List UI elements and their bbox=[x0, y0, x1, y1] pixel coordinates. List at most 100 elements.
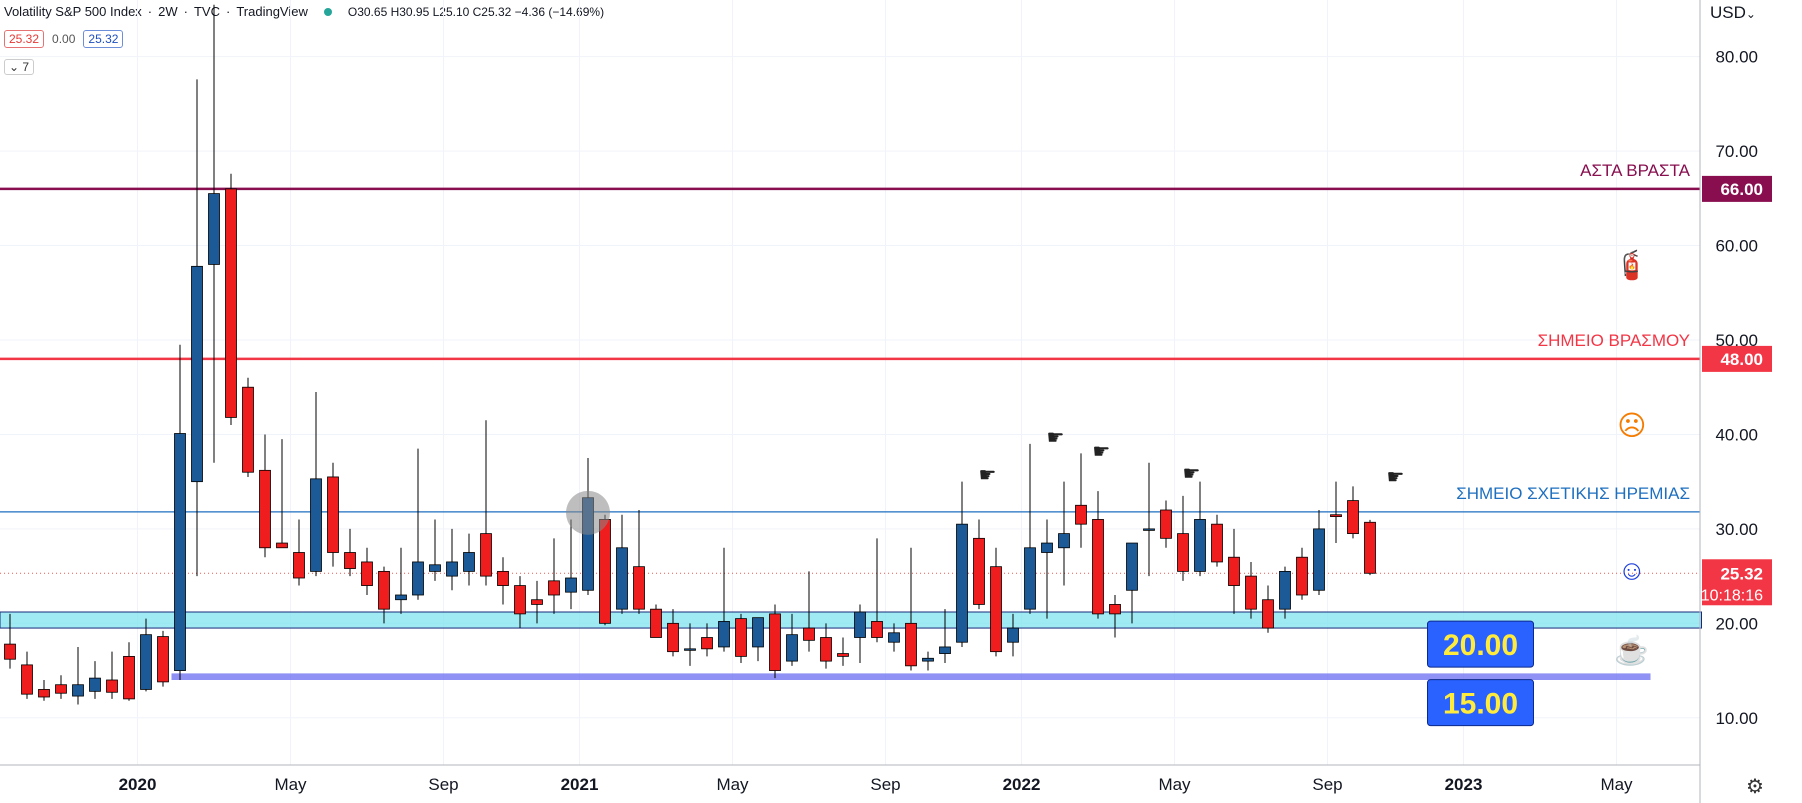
markers-layer: ☛ ☛ ☛ ☛ ☛ 🧯 ☹ ☺ ☕ 20.00 15.00 bbox=[566, 248, 1649, 727]
candle-body bbox=[412, 561, 424, 596]
candle bbox=[1279, 566, 1291, 619]
price-tick-label: 20.00 bbox=[1715, 614, 1758, 633]
candle bbox=[939, 609, 951, 663]
highlight-circle bbox=[566, 490, 610, 535]
level-price-tag: 48.00 bbox=[1702, 345, 1772, 372]
market-status-dot-icon bbox=[323, 7, 332, 16]
candle bbox=[344, 528, 356, 577]
pointing-hand-icon: ☛ bbox=[979, 465, 997, 487]
candle-body bbox=[990, 566, 1002, 653]
change-value: 0.00 bbox=[52, 32, 76, 46]
candle bbox=[548, 538, 560, 614]
price-tick-label: 70.00 bbox=[1715, 142, 1758, 161]
candle-body bbox=[242, 386, 254, 473]
price-tag-text: 48.00 bbox=[1720, 350, 1763, 369]
indicators-toggle[interactable]: ⌄ 7 bbox=[4, 59, 35, 75]
close-value-box[interactable]: 25.32 bbox=[83, 30, 124, 48]
level-label: ΣΗΜΕΙΟ ΣΧΕΤΙΚΗΣ ΗΡΕΜΙΑΣ bbox=[1456, 484, 1690, 503]
candle bbox=[55, 675, 67, 699]
candle bbox=[21, 651, 33, 699]
candle-body bbox=[497, 570, 509, 586]
candle bbox=[1024, 443, 1036, 614]
symbol-name[interactable]: Volatility S&P 500 Index bbox=[4, 4, 142, 19]
candle-body bbox=[1177, 533, 1189, 572]
indicator-count: 7 bbox=[22, 60, 30, 74]
candle-body bbox=[1296, 556, 1308, 596]
cyan-zone bbox=[0, 611, 1702, 629]
candle-body bbox=[616, 547, 628, 610]
candle bbox=[191, 79, 203, 577]
candle bbox=[854, 604, 866, 663]
candle-body bbox=[276, 542, 288, 549]
exchange-label: TVC bbox=[193, 4, 220, 19]
time-tick-label: Sep bbox=[870, 775, 900, 794]
candle-body bbox=[344, 552, 356, 569]
candle-body bbox=[514, 585, 526, 615]
price-tag-text: 66.00 bbox=[1720, 180, 1763, 199]
candle-body bbox=[140, 634, 152, 690]
candle-body bbox=[854, 611, 866, 638]
callout-box bbox=[1427, 679, 1534, 727]
price-tick-label: 60.00 bbox=[1715, 237, 1758, 256]
candle bbox=[208, 4, 220, 463]
currency-selector[interactable]: USD⌄ bbox=[1710, 3, 1756, 23]
candle-body bbox=[1194, 519, 1206, 572]
candle-body bbox=[956, 523, 968, 643]
callout-15: 15.00 bbox=[1427, 679, 1534, 727]
candle bbox=[1228, 528, 1240, 614]
candle-body bbox=[293, 552, 305, 579]
ohlc-readout: O30.65 H30.95 L25.10 C25.32 −4.36 (−14.6… bbox=[347, 4, 605, 19]
candle bbox=[157, 630, 169, 687]
interval-label[interactable]: 2W bbox=[158, 4, 178, 19]
candle bbox=[735, 613, 747, 663]
current-price-text: 25.32 bbox=[1720, 564, 1763, 583]
candle bbox=[990, 547, 1002, 657]
candle-body bbox=[871, 621, 883, 638]
candle bbox=[905, 547, 917, 671]
currency-label: USD bbox=[1710, 3, 1746, 22]
pointing-hand-icon: ☛ bbox=[1047, 427, 1065, 449]
candle-body bbox=[684, 648, 696, 651]
candle bbox=[633, 510, 645, 614]
candle bbox=[225, 173, 237, 425]
candle bbox=[412, 448, 424, 600]
candle-body bbox=[38, 689, 50, 698]
level-lines: ΑΣΤΑ ΒΡΑΣΤΑ ΣΗΜΕΙΟ ΒΡΑΣΜΟΥ ΣΗΜΕΙΟ ΣΧΕΤΙΚΗΣ… bbox=[0, 161, 1700, 574]
candle bbox=[514, 576, 526, 629]
candle bbox=[650, 604, 662, 638]
candle bbox=[973, 519, 985, 610]
price-value-box[interactable]: 25.32 bbox=[4, 30, 45, 48]
sad-face-icon: ☹ bbox=[1617, 410, 1646, 441]
candle bbox=[1092, 491, 1104, 619]
candle bbox=[922, 651, 934, 671]
candle-body bbox=[888, 632, 900, 643]
candle bbox=[1347, 486, 1359, 539]
gear-icon[interactable]: ⚙ bbox=[1746, 776, 1764, 798]
candle-body bbox=[803, 627, 815, 641]
candle bbox=[310, 391, 322, 577]
candle-body bbox=[1313, 528, 1325, 591]
candle-body bbox=[463, 552, 475, 572]
candle-body bbox=[1245, 575, 1257, 610]
chevron-down-icon: ⌄ bbox=[9, 60, 20, 74]
candle bbox=[378, 566, 390, 624]
candle-body bbox=[1058, 533, 1070, 549]
candle-body bbox=[769, 613, 781, 671]
candle bbox=[1160, 500, 1172, 548]
candle-body bbox=[429, 564, 441, 572]
price-tag-bg bbox=[1702, 345, 1772, 372]
candle bbox=[1313, 510, 1325, 595]
candle-body bbox=[4, 643, 16, 660]
current-price-tag: 25.32 10:18:16 bbox=[1701, 559, 1772, 606]
candle-body bbox=[259, 469, 271, 549]
candle-body bbox=[1126, 542, 1138, 591]
price-tick-label: 40.00 bbox=[1715, 425, 1758, 444]
candle-body bbox=[939, 646, 951, 654]
candle-body bbox=[1364, 521, 1376, 574]
candle bbox=[667, 609, 679, 657]
candle bbox=[106, 651, 118, 699]
candle bbox=[531, 580, 543, 624]
candle-body bbox=[1347, 500, 1359, 535]
candle-body bbox=[922, 657, 934, 662]
